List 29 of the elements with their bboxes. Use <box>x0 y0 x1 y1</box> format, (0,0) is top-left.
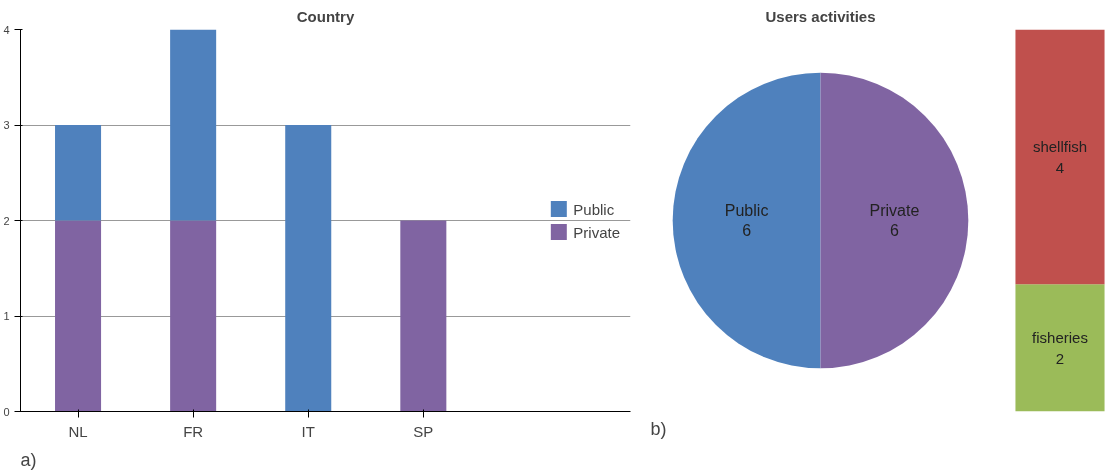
chart-title: Users activities <box>765 7 876 25</box>
x-tick-label: FR <box>183 422 204 440</box>
data-label: 2 <box>1055 349 1065 367</box>
series-label: shellfish <box>1032 138 1088 156</box>
data-label: 6 <box>889 222 899 240</box>
chart-title: Country <box>296 7 355 25</box>
slice-label: Public <box>724 201 769 219</box>
series-label: fisheries <box>1032 329 1088 347</box>
bar <box>55 220 102 412</box>
bar <box>285 125 332 412</box>
data-label: 6 <box>742 222 752 240</box>
bar <box>170 29 217 221</box>
data-label: 4 <box>1055 158 1065 176</box>
legend-label: Private <box>573 223 620 240</box>
x-tick-label: SP <box>413 422 434 440</box>
legend-label: Public <box>573 200 615 217</box>
y-tick-label: 0 <box>3 405 10 418</box>
x-tick-label: NL <box>68 422 88 440</box>
text: a) <box>20 449 37 470</box>
y-tick-label: 3 <box>3 119 10 131</box>
slice-label: Private <box>869 201 920 219</box>
text: b) <box>650 418 667 439</box>
y-tick-label: 2 <box>3 214 10 227</box>
bar <box>400 220 447 412</box>
bar <box>170 220 217 412</box>
x-tick-label: IT <box>301 422 315 440</box>
y-tick-label: 4 <box>3 23 10 36</box>
y-tick-label: 1 <box>3 310 10 322</box>
bar <box>55 125 102 221</box>
